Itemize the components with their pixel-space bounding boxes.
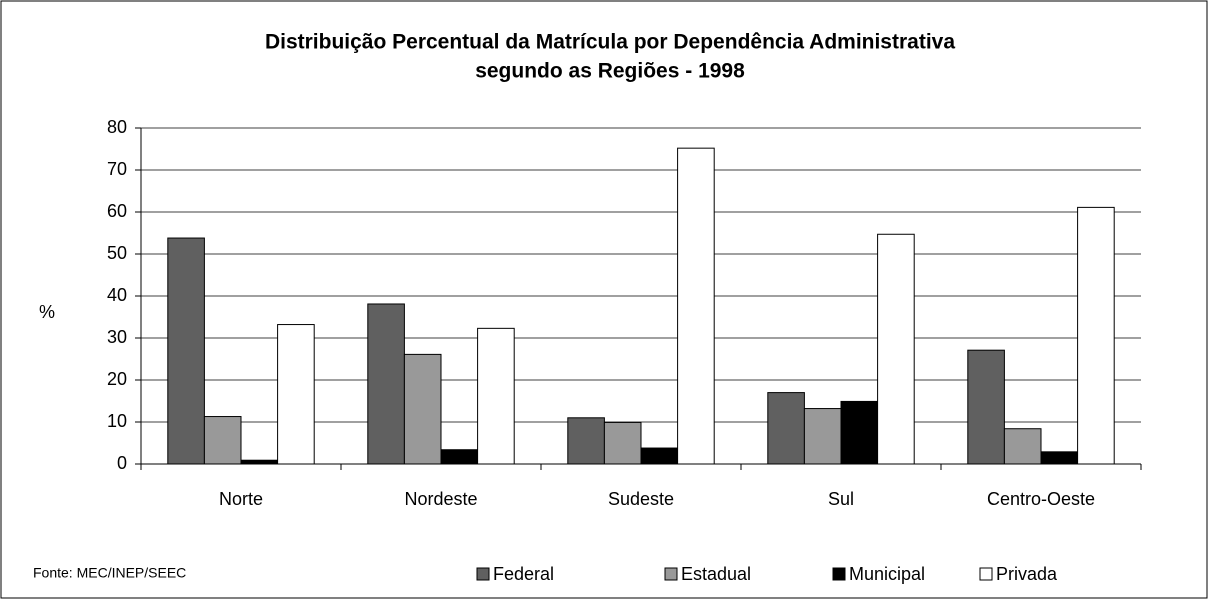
bar — [440, 449, 479, 465]
y-tick-label: 20 — [107, 369, 127, 389]
bar — [477, 327, 515, 465]
legend-swatch — [664, 567, 678, 581]
legend-label: Municipal — [849, 564, 925, 584]
y-tick-label: 80 — [107, 117, 127, 137]
y-tick-label: 30 — [107, 327, 127, 347]
chart-title: segundo as Regiões - 1998 — [475, 60, 745, 83]
bar — [877, 233, 915, 465]
bar — [603, 421, 642, 465]
y-tick-label: 50 — [107, 243, 127, 263]
legend-swatch — [979, 567, 993, 581]
y-tick-label: 0 — [117, 453, 127, 473]
bar — [677, 147, 715, 465]
bar — [1077, 206, 1115, 465]
source-note: Fonte: MEC/INEP/SEEC — [33, 565, 186, 581]
bar — [1003, 428, 1042, 465]
bar — [203, 416, 242, 465]
y-tick-label: 60 — [107, 201, 127, 221]
bar — [367, 303, 405, 465]
chart-title: Distribuição Percentual da Matrícula por… — [265, 31, 955, 54]
y-axis-label: % — [39, 302, 55, 322]
legend-swatch — [476, 567, 490, 581]
x-tick-label: Sudeste — [608, 489, 674, 509]
bar — [167, 237, 205, 465]
legend-swatch — [832, 567, 846, 581]
x-tick-label: Nordeste — [404, 489, 477, 509]
y-tick-label: 40 — [107, 285, 127, 305]
bar — [840, 400, 879, 465]
bar — [567, 417, 605, 465]
y-tick-label: 70 — [107, 159, 127, 179]
legend-label: Federal — [493, 564, 554, 584]
bar — [1040, 451, 1079, 465]
bar — [767, 392, 805, 465]
y-tick-label: 10 — [107, 411, 127, 431]
x-tick-label: Sul — [828, 489, 854, 509]
legend-label: Privada — [996, 564, 1058, 584]
bar — [277, 324, 315, 465]
x-tick-label: Centro-Oeste — [987, 489, 1095, 509]
legend-label: Estadual — [681, 564, 751, 584]
bar — [967, 349, 1005, 465]
bar — [403, 353, 442, 465]
bar — [640, 447, 679, 465]
x-tick-label: Norte — [219, 489, 263, 509]
bar — [240, 459, 279, 465]
bar — [803, 408, 842, 465]
